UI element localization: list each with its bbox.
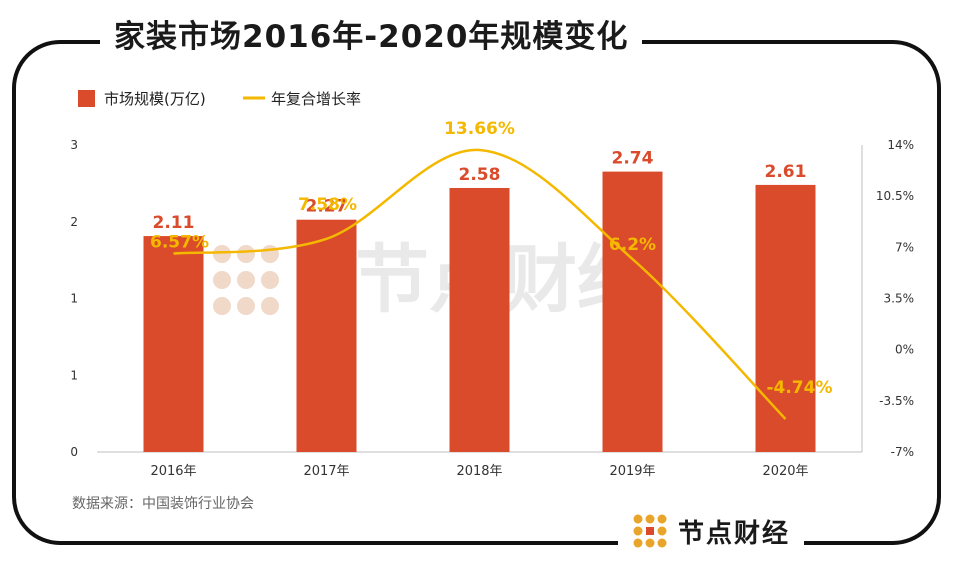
line-value-label: 6.2% — [609, 235, 656, 255]
line-series — [173, 148, 787, 420]
right-axis-ticks: -7% -3.5% 0% 3.5% 7% 10.5% 14% — [876, 138, 914, 459]
left-tick-label: 1 — [70, 292, 78, 306]
left-tick-label: 3 — [70, 138, 78, 152]
line-value-label: 7.58% — [298, 195, 357, 215]
left-axis-ticks: 0 1 1 2 3 — [70, 138, 78, 459]
right-tick-label: 7% — [895, 240, 914, 254]
bar-value-label: 2.61 — [765, 162, 807, 182]
bar — [296, 219, 357, 452]
x-tick-label: 2016年 — [150, 464, 196, 479]
right-tick-label: -7% — [891, 445, 914, 459]
growth-rate-line — [173, 148, 787, 420]
right-tick-label: 0% — [895, 343, 914, 357]
left-tick-label: 1 — [70, 368, 78, 382]
chart-title: 家装市场2016年-2020年规模变化 — [100, 14, 643, 60]
x-tick-label: 2019年 — [609, 464, 655, 479]
line-value-label: -4.74% — [766, 378, 832, 398]
left-tick-label: 0 — [70, 445, 78, 459]
bar-value-label: 2.58 — [459, 165, 501, 185]
bar — [143, 236, 204, 452]
brand-footer: 节点财经 — [618, 508, 805, 554]
x-tick-label: 2020年 — [762, 464, 808, 479]
line-value-label: 13.66% — [444, 119, 515, 139]
left-tick-label: 2 — [70, 215, 78, 229]
bar-value-label: 2.74 — [612, 149, 654, 169]
line-data-labels: 6.57% 7.58% 13.66% 6.2% -4.74% — [150, 119, 833, 398]
bar — [755, 184, 816, 452]
bar-data-labels: 2.11 2.27 2.58 2.74 2.61 — [153, 149, 807, 233]
right-tick-label: 14% — [887, 138, 914, 152]
bar-value-label: 2.11 — [153, 213, 195, 233]
x-tick-label: 2018年 — [456, 464, 502, 479]
x-tick-label: 2017年 — [303, 464, 349, 479]
bar-value-label: 2.27 — [306, 197, 348, 217]
data-source-note: 数据来源：中国装饰行业协会 — [72, 496, 254, 512]
bar — [449, 187, 510, 453]
legend-bar-label: 市场规模(万亿) — [104, 90, 206, 108]
brand-logo-icon — [633, 514, 667, 548]
brand-name: 节点财经 — [678, 518, 791, 549]
legend-bar-swatch — [78, 90, 95, 107]
legend: 市场规模(万亿) 年复合增长率 — [78, 90, 361, 108]
right-tick-label: 3.5% — [884, 292, 915, 306]
right-tick-label: 10.5% — [876, 189, 914, 203]
x-axis-ticks: 2016年 2017年 2018年 2019年 2020年 — [150, 464, 808, 479]
line-value-label: 6.57% — [150, 233, 209, 253]
right-tick-label: -3.5% — [879, 394, 914, 408]
bar-series — [143, 171, 816, 453]
watermark-logo — [213, 245, 279, 315]
bar — [602, 171, 663, 452]
legend-line-label: 年复合增长率 — [271, 90, 361, 108]
